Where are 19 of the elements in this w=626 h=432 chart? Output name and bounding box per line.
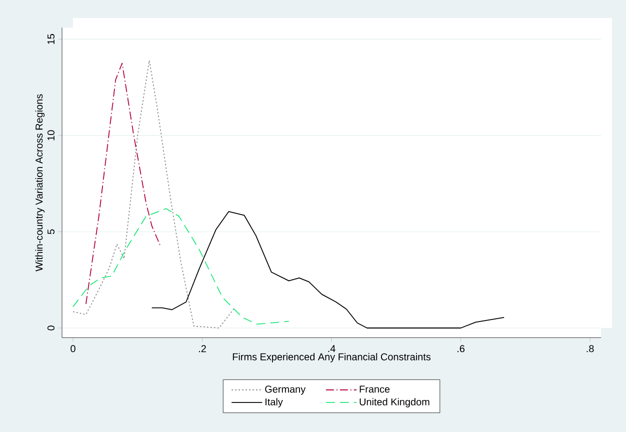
y-tick-label: 5 bbox=[48, 229, 55, 234]
x-tick-label: 0 bbox=[70, 345, 76, 352]
legend-label: United Kingdom bbox=[360, 398, 430, 408]
x-tick-label: .8 bbox=[586, 345, 594, 352]
y-tick-label: 0 bbox=[47, 326, 55, 330]
x-tick-label: .2 bbox=[199, 345, 206, 352]
line-series bbox=[72, 208, 290, 325]
y-tick-label: 10 bbox=[47, 130, 55, 140]
x-tick-label: .4 bbox=[328, 345, 336, 352]
x-axis-title: Firms Experienced Any Financial Constraints bbox=[232, 353, 431, 362]
line-series bbox=[85, 62, 162, 304]
legend-label: France bbox=[360, 386, 390, 393]
legend-label: Germany bbox=[265, 386, 306, 395]
x-tick-label: .6 bbox=[458, 345, 465, 352]
line-series bbox=[151, 211, 505, 328]
y-axis-title: Within-country Variation Across Regions bbox=[35, 94, 45, 272]
legend-label: Italy bbox=[266, 398, 283, 408]
line-series bbox=[72, 60, 234, 328]
y-tick-label: 15 bbox=[48, 34, 55, 44]
